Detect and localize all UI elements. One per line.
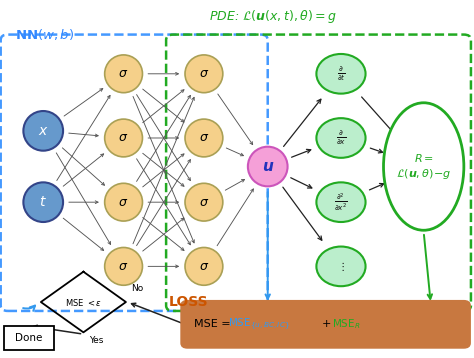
Ellipse shape	[317, 182, 365, 222]
Text: $\mathrm{MSE}_{R}$: $\mathrm{MSE}_{R}$	[331, 318, 360, 331]
Ellipse shape	[23, 111, 63, 151]
Text: $\mathbf{NN}(w,b)$: $\mathbf{NN}(w,b)$	[15, 27, 74, 42]
Text: +: +	[322, 319, 331, 329]
Ellipse shape	[317, 118, 365, 158]
Ellipse shape	[317, 54, 365, 94]
Ellipse shape	[23, 182, 63, 222]
Text: $\sigma$: $\sigma$	[199, 67, 209, 80]
Ellipse shape	[185, 55, 223, 93]
Text: $t$: $t$	[39, 195, 47, 209]
Text: $\sigma$: $\sigma$	[199, 131, 209, 145]
Text: $\sigma$: $\sigma$	[118, 131, 128, 145]
FancyBboxPatch shape	[4, 326, 54, 350]
Text: $R=$
$\mathcal{L}(\boldsymbol{u},\theta)\!-\!g$: $R=$ $\mathcal{L}(\boldsymbol{u},\theta)…	[396, 152, 451, 181]
Text: $\sigma$: $\sigma$	[199, 260, 209, 273]
Text: PDE: $\mathcal{L}(\boldsymbol{u}(x,t),\theta)=g$: PDE: $\mathcal{L}(\boldsymbol{u}(x,t),\t…	[209, 8, 337, 25]
Ellipse shape	[185, 247, 223, 285]
Ellipse shape	[105, 119, 143, 157]
Ellipse shape	[383, 103, 464, 230]
Text: MSE =: MSE =	[194, 319, 235, 329]
Text: $\sigma$: $\sigma$	[118, 260, 128, 273]
Text: $\mathrm{MSE}_{\{u,BC,IC\}}$: $\mathrm{MSE}_{\{u,BC,IC\}}$	[228, 316, 290, 332]
Text: LOSS: LOSS	[168, 295, 208, 309]
Ellipse shape	[248, 147, 288, 187]
Ellipse shape	[317, 247, 365, 286]
Ellipse shape	[105, 247, 143, 285]
Text: $\sigma$: $\sigma$	[118, 196, 128, 209]
Text: $\sigma$: $\sigma$	[118, 67, 128, 80]
Text: $\frac{\partial}{\partial x}$: $\frac{\partial}{\partial x}$	[336, 130, 346, 146]
Text: MSE $<\epsilon$: MSE $<\epsilon$	[65, 296, 102, 308]
Text: Yes: Yes	[89, 336, 103, 345]
Text: No: No	[131, 284, 143, 293]
Ellipse shape	[185, 183, 223, 221]
Text: $\sigma$: $\sigma$	[199, 196, 209, 209]
Ellipse shape	[105, 183, 143, 221]
FancyBboxPatch shape	[182, 301, 470, 347]
Text: $\frac{\partial^2}{\partial x^2}$: $\frac{\partial^2}{\partial x^2}$	[334, 192, 348, 213]
FancyArrowPatch shape	[23, 306, 35, 311]
Text: Done: Done	[15, 333, 43, 343]
Ellipse shape	[185, 119, 223, 157]
Text: $x$: $x$	[38, 124, 48, 138]
Text: $\boldsymbol{u}$: $\boldsymbol{u}$	[262, 159, 274, 174]
Text: $\vdots$: $\vdots$	[337, 260, 345, 273]
Ellipse shape	[105, 55, 143, 93]
Text: $\frac{\partial}{\partial t}$: $\frac{\partial}{\partial t}$	[337, 65, 346, 83]
